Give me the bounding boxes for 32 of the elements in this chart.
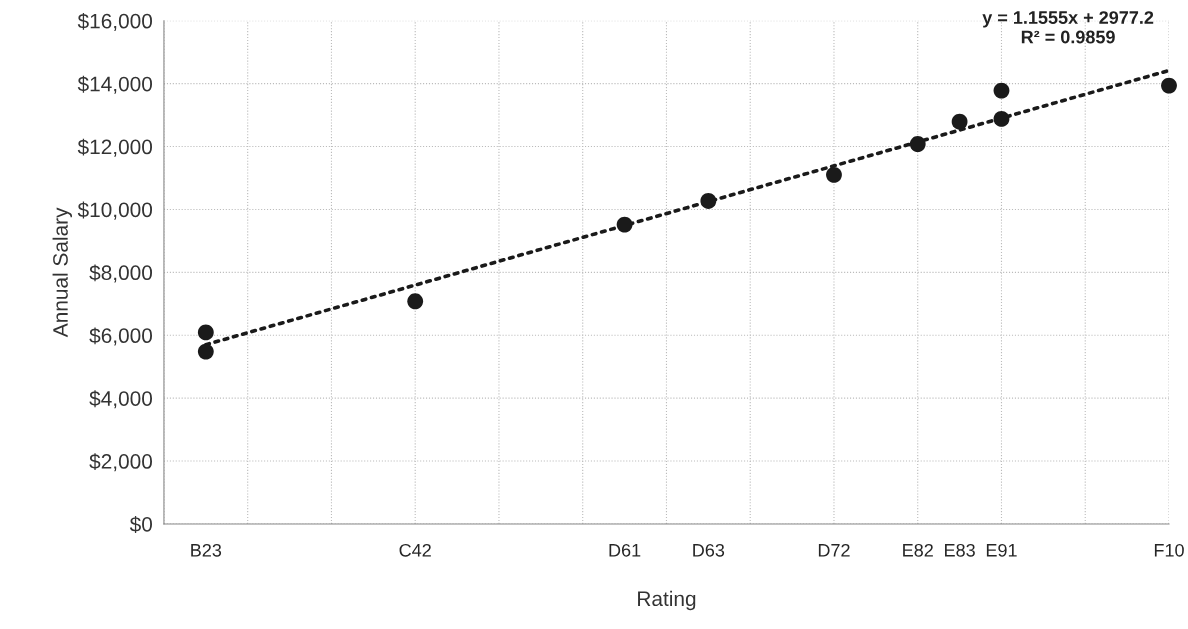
x-tick-label: E83 [945, 543, 975, 557]
y-tick-label: $14,000 [77, 75, 153, 94]
y-tick-label: $4,000 [89, 390, 153, 409]
annotation: y = 1.1555x + 2977.2 R² = 0.9859 [982, 11, 1154, 44]
point [909, 136, 926, 152]
y-axis-title: Annual Salary [52, 207, 72, 338]
y-tick-label: $2,000 [89, 453, 153, 472]
x-tick-label: D61 [609, 543, 641, 557]
y-tick-label: $8,000 [89, 264, 153, 283]
y-tick-label: $16,000 [77, 12, 153, 31]
x-tick-label: E82 [903, 543, 933, 557]
point [197, 324, 214, 341]
point [993, 110, 1010, 127]
x-tick-label: B23 [191, 543, 222, 557]
point [951, 113, 968, 130]
point [700, 193, 717, 209]
point [993, 82, 1010, 99]
point [197, 343, 214, 360]
y-tick-label: $10,000 [77, 201, 153, 220]
x-tick-label: F10 [1154, 543, 1184, 557]
y-tick-label: $0 [129, 516, 153, 533]
x-tick-label: C42 [399, 543, 431, 557]
y-tick-label: $6,000 [89, 327, 153, 346]
point [616, 216, 633, 233]
x-tick-label: D63 [693, 543, 725, 557]
y-tick-label: $12,000 [77, 138, 153, 157]
point [826, 166, 842, 183]
point [1161, 77, 1177, 94]
x-axis-title: Rating [638, 590, 696, 611]
point [407, 293, 424, 310]
x-tick-label: D72 [818, 543, 850, 557]
x-tick-label: E91 [986, 543, 1017, 557]
